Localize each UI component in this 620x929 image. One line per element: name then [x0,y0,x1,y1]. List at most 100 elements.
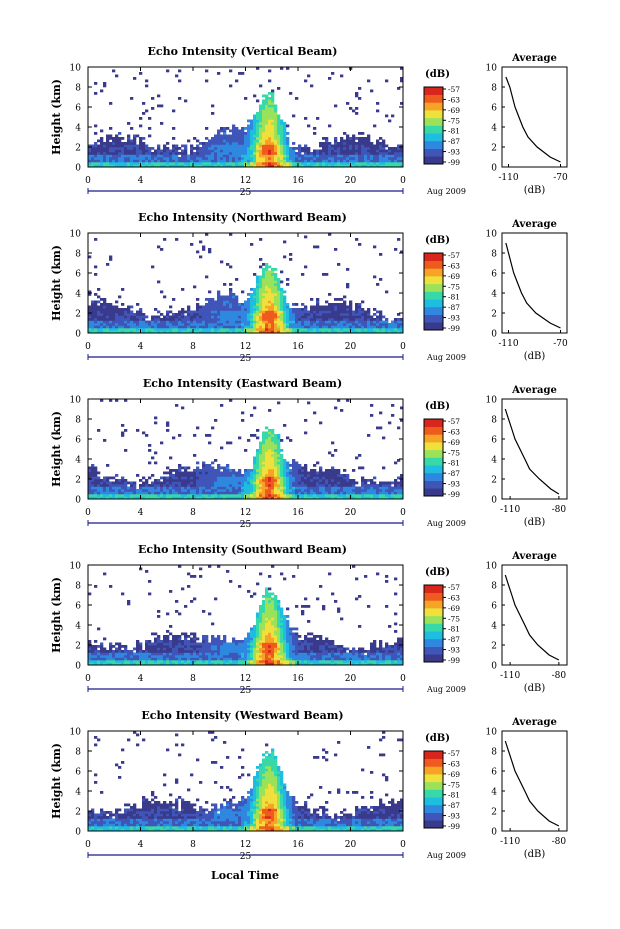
heatmap-cell [226,647,230,651]
heatmap-cell [124,308,128,311]
heatmap-cell [205,310,209,314]
heatmap-cell [193,479,197,482]
heatmap-cell [286,481,290,485]
heatmap-cell [265,441,269,445]
heatmap-cell [358,154,362,158]
heatmap-cell [142,662,146,666]
colorbar-frame [423,418,444,497]
heatmap-cell [142,491,146,495]
heatmap-cell [106,320,110,324]
heatmap-cell [220,494,224,497]
heatmap-cell [283,129,287,133]
heatmap-cell [94,313,98,316]
heatmap-cell [328,323,332,326]
heatmap-cell [187,139,191,143]
heatmap-cell [172,164,176,168]
heatmap-cell [259,489,263,492]
heatmap-cell [364,479,368,482]
heatmap-cell [103,152,107,155]
heatmap-cell [145,164,149,168]
heatmap-cell [175,660,179,663]
heatmap-cell [154,489,158,492]
heatmap-cell [187,660,191,663]
heatmap-cell [289,489,293,492]
heatmap-cell [400,328,404,331]
heatmap-cell [88,162,92,165]
heatmap-cell [256,162,260,165]
heatmap-cell [199,315,203,319]
heatmap-cell [280,157,284,160]
colorbar-tick-label: -75 [448,448,460,457]
heatmap-cell [112,308,116,311]
heatmap-cell [133,328,137,331]
heatmap-cell [250,243,254,246]
heatmap-cell [181,655,185,658]
heatmap-cell [166,481,170,485]
heatmap-cell [223,652,227,656]
heatmap-cell [154,640,158,643]
heatmap-cell [118,645,122,648]
heatmap-cell [358,147,362,150]
heatmap-cell [295,154,299,158]
heatmap-cell [298,476,302,480]
heatmap-cell [130,157,134,160]
heatmap-cell [307,489,311,492]
heatmap-cell [163,152,167,155]
heatmap-cell [133,325,137,329]
heatmap-cell [358,159,362,163]
heatmap-cell [304,305,308,309]
heatmap-cell [352,144,356,148]
heatmap-cell [184,471,188,475]
heatmap-cell [247,162,251,165]
y-axis-label: Height (km) [50,411,63,487]
heatmap-cell [94,142,98,145]
heatmap-cell [184,479,188,482]
heatmap-cell [208,315,212,319]
heatmap-cell [334,496,338,500]
heatmap-cell [196,479,200,482]
heatmap-cell [319,474,323,477]
heatmap-cell [331,486,335,490]
heatmap-cell [136,489,140,492]
heatmap-cell [184,149,188,153]
heatmap-cell [88,660,92,663]
heatmap-cell [241,137,245,140]
heatmap-cell [262,496,266,500]
heatmap-cell [91,660,95,663]
heatmap-cell [385,164,389,168]
heatmap-cell [388,162,392,165]
heatmap-cell [337,159,341,163]
heatmap-cell [304,323,308,326]
heatmap-cell [382,484,386,487]
heatmap-cell [94,494,98,497]
heatmap-cell [388,149,392,153]
heatmap-cell [376,328,380,331]
heatmap-cell [298,496,302,500]
heatmap-cell [139,489,143,492]
heatmap-cell [217,640,221,643]
heatmap-cell [154,328,158,331]
heatmap-cell [91,325,95,329]
profile-y-tick-label: 0 [491,330,497,340]
heatmap-cell [190,645,194,648]
heatmap-cell [238,154,242,158]
heatmap-cell [226,303,230,306]
heatmap-cell [256,144,260,148]
heatmap-cell [307,154,311,158]
heatmap-cell [244,469,248,472]
heatmap-cell [262,431,266,435]
colorbar-tick-label: -57 [448,251,460,260]
heatmap-cell [100,496,104,500]
colorbar-tick-label: -69 [448,272,460,281]
heatmap-cell [289,162,293,165]
heatmap-cell [220,162,224,165]
heatmap-cell [226,486,230,490]
heatmap-cell [397,426,401,430]
heatmap-cell [202,484,206,487]
heatmap-cell [127,305,131,309]
heatmap-cell [298,494,302,497]
heatmap-cell [259,310,263,314]
heatmap-cell [121,323,125,326]
heatmap-cell [256,122,260,125]
heatmap-cell [208,612,212,616]
